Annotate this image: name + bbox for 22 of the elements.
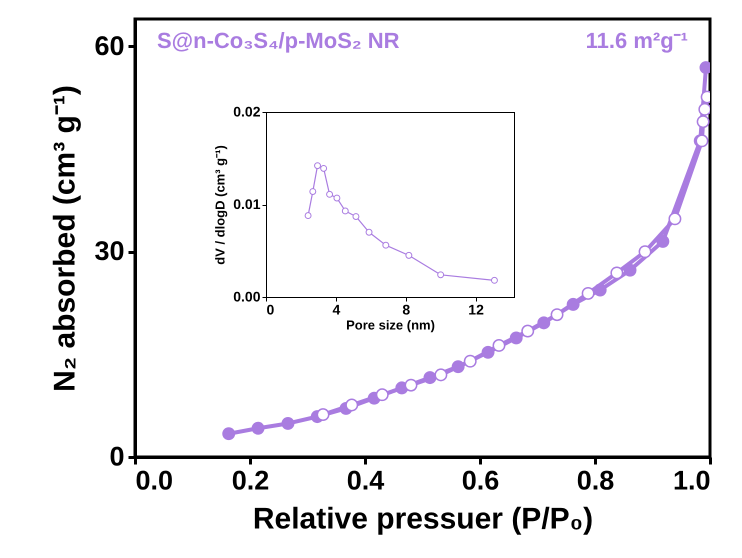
x-tick-label: 0.6: [462, 466, 500, 496]
annotation: S@n-Co₃S₄/p-MoS₂ NR: [157, 28, 400, 53]
y-axis-title: N₂ absorbed (cm³ g⁻¹): [48, 85, 82, 392]
y-tick-label: 0.02: [233, 104, 261, 120]
y-axis-title: dV / dlogD (cm³ g⁻¹): [212, 145, 228, 265]
x-tick-label: 0: [266, 302, 274, 318]
x-tick-label: 12: [468, 302, 484, 318]
y-tick-label: 30: [94, 236, 124, 266]
x-tick-label: 4: [332, 302, 340, 318]
x-axis-title: Pore size (nm): [346, 318, 435, 332]
y-tick-label: 0.00: [233, 288, 261, 304]
y-tick-label: 0.01: [233, 196, 261, 212]
annotation: 11.6 m²g⁻¹: [586, 28, 688, 53]
x-tick-label: 8: [402, 302, 410, 318]
x-tick-label: 1.0: [672, 466, 710, 496]
x-tick-label: 0.4: [346, 466, 384, 496]
y-tick-label: 0: [109, 442, 124, 472]
x-tick-label: 0.2: [232, 466, 270, 496]
x-tick-label: 0.8: [576, 466, 614, 496]
x-axis-title: Relative pressuer (P/P₀): [252, 502, 594, 536]
x-tick-label: 0.0: [136, 466, 174, 496]
y-tick-label: 60: [94, 30, 124, 61]
